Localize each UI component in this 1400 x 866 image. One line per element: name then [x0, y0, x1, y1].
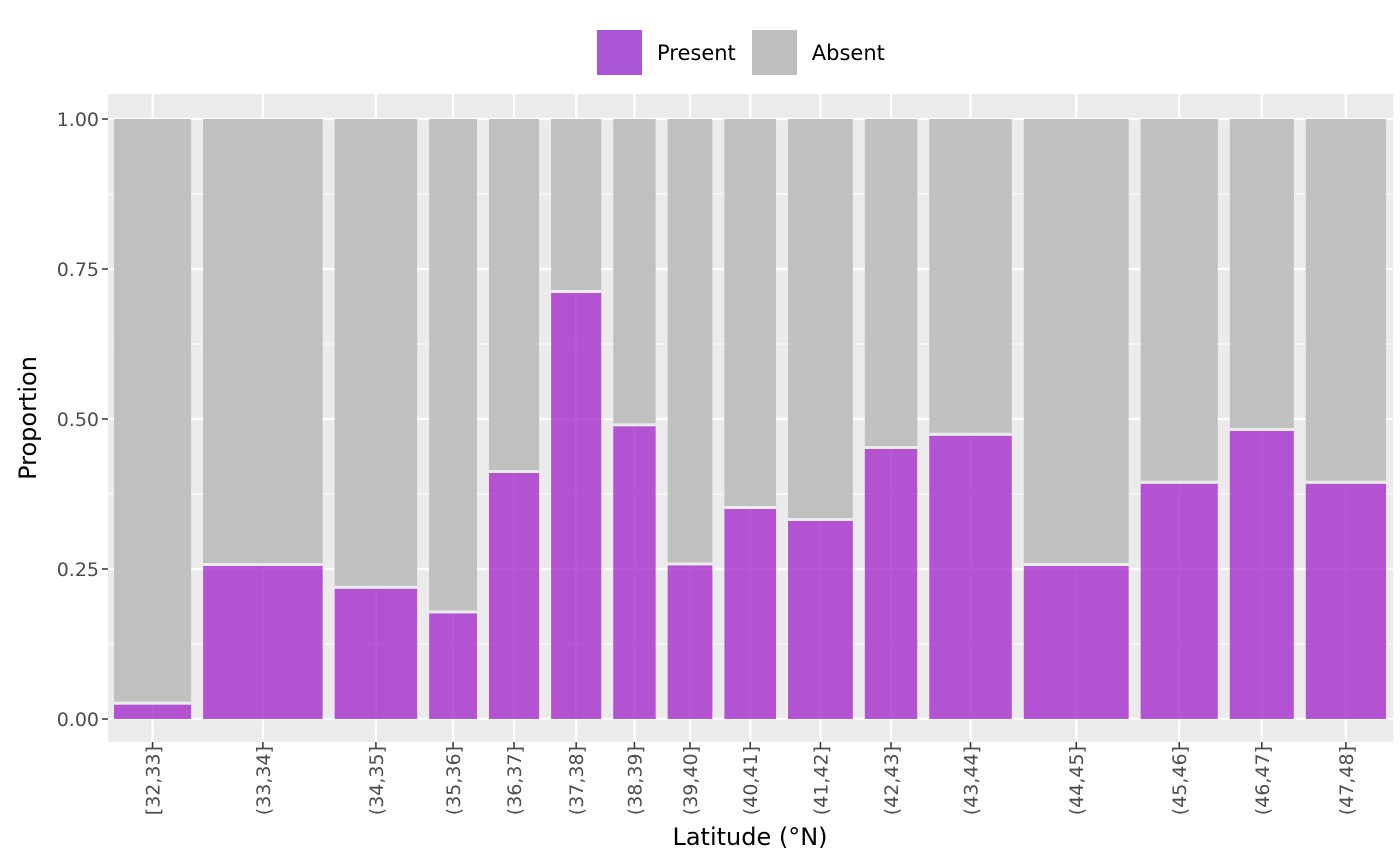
bar-absent	[613, 119, 656, 427]
y-tick-label: 0.50	[57, 409, 99, 431]
x-axis: [32,33] (33,34] (34,35] (35,36] (36,37] (37,3…	[143, 742, 1358, 815]
y-axis: 0.00 0.25 0.50 0.75 1.00	[57, 109, 108, 731]
bar-present	[724, 509, 777, 719]
bar-absent	[551, 119, 602, 293]
bar-present	[929, 435, 1012, 719]
x-tick-label: (45,46]	[1169, 746, 1191, 815]
bar-present	[114, 704, 192, 719]
y-tick-label: 0.00	[57, 709, 99, 731]
x-tick-label: (46,47]	[1252, 746, 1274, 815]
bar-absent	[1023, 119, 1129, 566]
y-tick-label: 1.00	[57, 109, 99, 131]
x-tick-label: (44,45]	[1066, 746, 1088, 815]
bar-present	[488, 473, 540, 719]
bar-present	[1023, 566, 1129, 719]
bar-absent	[334, 119, 418, 589]
bar-absent	[864, 119, 918, 449]
y-axis-title: Proportion	[14, 356, 42, 480]
bar-absent	[488, 119, 540, 473]
legend-key-absent	[751, 30, 797, 75]
bar-absent	[667, 119, 713, 566]
x-tick-label: (35,36]	[443, 746, 465, 815]
x-tick-label: (39,40]	[680, 746, 702, 815]
bar-present	[864, 449, 918, 719]
legend-label-absent: Absent	[811, 40, 885, 65]
bar-present	[1229, 431, 1294, 719]
bar-absent	[1305, 119, 1386, 484]
legend: Present Absent	[597, 30, 901, 75]
bar-absent	[1229, 119, 1294, 431]
x-tick-label: (34,35]	[366, 746, 388, 815]
bar-absent	[929, 119, 1012, 436]
y-tick-label: 0.75	[57, 259, 99, 281]
bar-present	[429, 613, 477, 719]
legend-item-absent: Absent	[751, 30, 885, 75]
bar-present	[551, 293, 602, 719]
x-tick-label: (41,42]	[810, 746, 832, 815]
bar-absent	[724, 119, 777, 509]
x-tick-label: (40,41]	[740, 746, 762, 815]
x-axis-title: Latitude (°N)	[672, 823, 827, 851]
x-tick-label: (47,48]	[1336, 746, 1358, 815]
bar-present	[788, 521, 853, 719]
x-tick-label: (33,34]	[253, 746, 275, 815]
bar-present	[1305, 483, 1386, 719]
x-tick-label: (37,38]	[566, 746, 588, 815]
x-tick-label: [32,33]	[143, 746, 165, 815]
bar-present	[1140, 483, 1218, 719]
bar-present	[667, 565, 713, 719]
bar-present	[613, 426, 656, 719]
bar-absent	[114, 119, 192, 705]
y-tick-label: 0.25	[57, 559, 99, 581]
bars	[114, 119, 1386, 719]
x-tick-label: (36,37]	[504, 746, 526, 815]
x-tick-label: (43,44]	[961, 746, 983, 815]
legend-key-present	[597, 30, 642, 75]
bar-absent	[203, 119, 323, 566]
legend-item-present: Present	[597, 30, 736, 75]
x-tick-label: (42,43]	[881, 746, 903, 815]
bar-absent	[1140, 119, 1218, 484]
x-tick-label: (38,39]	[624, 746, 646, 815]
bar-absent	[788, 119, 853, 521]
bar-present	[203, 566, 323, 719]
bar-present	[334, 588, 418, 719]
legend-label-present: Present	[657, 40, 736, 65]
bar-absent	[429, 119, 477, 614]
